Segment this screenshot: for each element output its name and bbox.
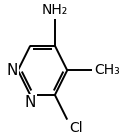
Text: CH₃: CH₃	[94, 63, 120, 77]
Text: NH₂: NH₂	[42, 3, 68, 17]
Text: N: N	[7, 63, 18, 78]
Text: N: N	[25, 95, 36, 110]
Text: Cl: Cl	[69, 121, 83, 135]
